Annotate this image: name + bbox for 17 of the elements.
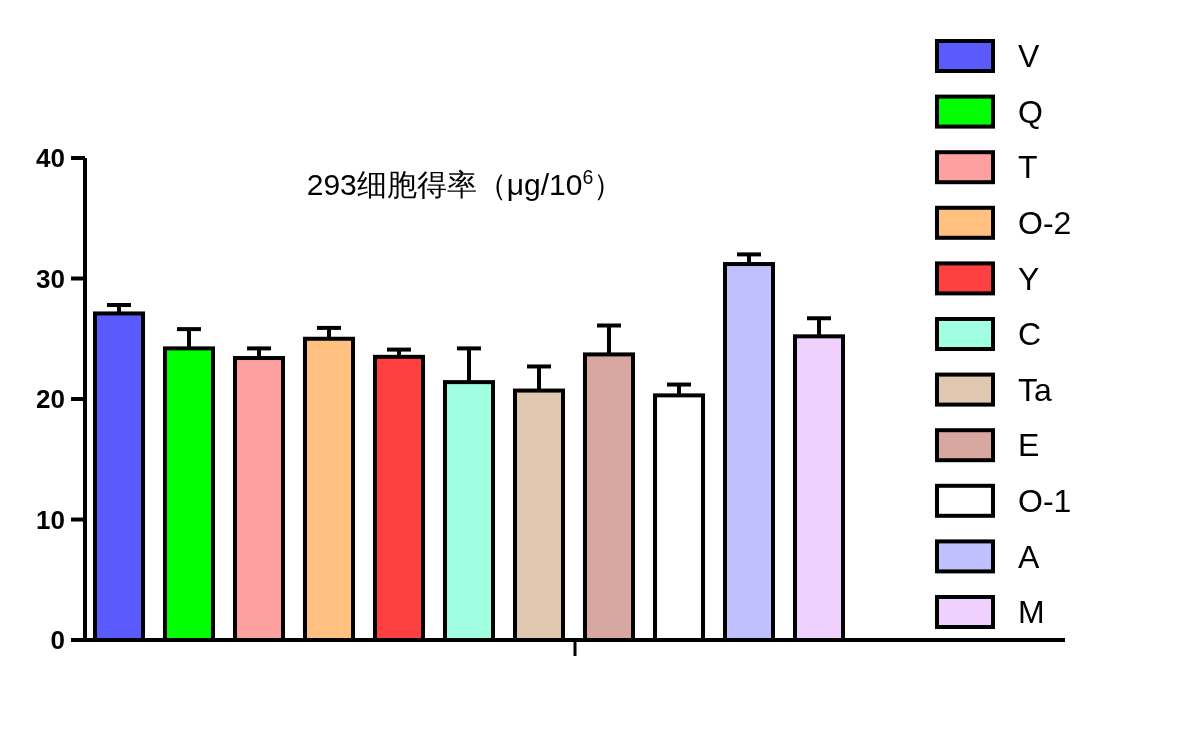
- legend-label: M: [1018, 594, 1045, 631]
- legend-label: Q: [1018, 93, 1043, 130]
- chart-title: 293细胞得率（μg/10$^{6}$）: [306, 166, 624, 201]
- legend-label: Y: [1018, 260, 1040, 297]
- legend-label: A: [1018, 538, 1040, 575]
- legend-label: Ta: [1018, 371, 1052, 408]
- legend-label: C: [1018, 316, 1042, 353]
- y-tick-label: 10: [36, 504, 65, 535]
- legend-label: E: [1018, 427, 1040, 464]
- legend-label: O-2: [1018, 205, 1072, 241]
- legend-label: V: [1018, 38, 1040, 75]
- y-tick-label: 0: [50, 625, 65, 656]
- y-tick-label: 20: [36, 384, 65, 415]
- legend-label: O-1: [1018, 483, 1072, 519]
- y-tick-label: 30: [36, 263, 65, 294]
- legend-label: T: [1018, 149, 1038, 186]
- y-tick-label: 40: [36, 143, 65, 174]
